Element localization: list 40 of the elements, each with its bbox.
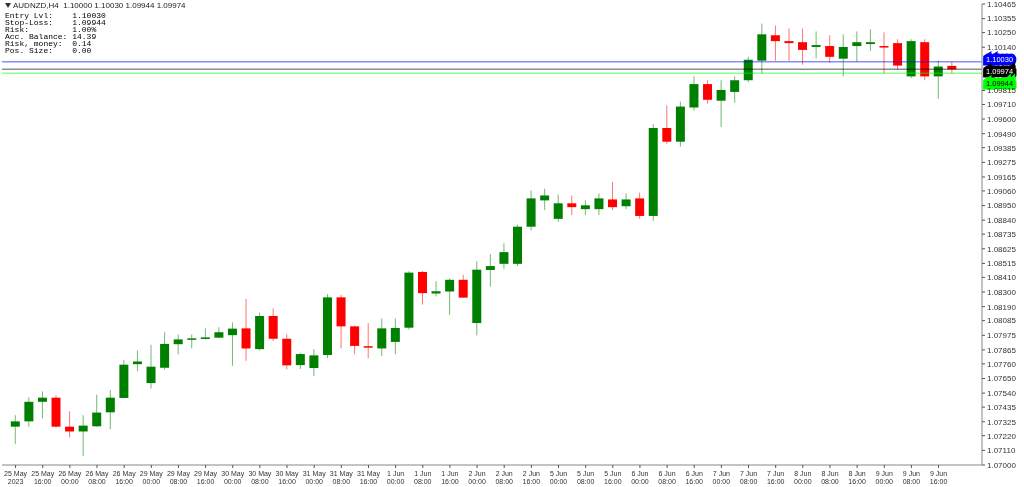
y-tick-label: 1.08840 xyxy=(987,216,1017,226)
y-tick-label: 1.07540 xyxy=(987,389,1017,398)
y-tick-label: 1.09710 xyxy=(987,100,1017,110)
y-tick-label: 1.10465 xyxy=(987,0,1017,9)
y-tick-label: 1.09815 xyxy=(987,86,1017,96)
annotation: Pos. Size: 0.00 xyxy=(5,46,93,55)
y-tick-label: 1.07325 xyxy=(987,417,1017,427)
y-tick-label: 1.10140 xyxy=(987,43,1017,53)
y-tick-label: 1.07865 xyxy=(987,345,1017,355)
annotation: Entry Lvl: 1.10030 xyxy=(5,11,106,20)
y-tick-label: 1.08190 xyxy=(987,302,1017,312)
y-tick-label: 1.07000 xyxy=(987,460,1017,470)
candlestick xyxy=(621,192,631,210)
y-tick-label: 1.09490 xyxy=(987,129,1017,139)
y-tick-label: 1.07650 xyxy=(987,374,1017,384)
y-tick-label: 1.08735 xyxy=(987,230,1017,240)
y-tick-label: 1.08625 xyxy=(987,244,1017,254)
y-tick-label: 1.09600 xyxy=(987,114,1017,124)
y-tick-label: 1.07760 xyxy=(987,359,1017,369)
y-tick-label: 1.10355 xyxy=(987,14,1017,24)
y-tick-label: 1.07435 xyxy=(987,402,1017,412)
candlestick xyxy=(431,280,441,297)
y-tick-label: 1.08085 xyxy=(987,316,1017,326)
y-tick-label: 1.09165 xyxy=(987,172,1017,182)
y-tick-label: 1.08300 xyxy=(987,287,1017,297)
annotation: Acc. Balance: 14.39 xyxy=(5,32,98,41)
candlestick xyxy=(214,326,224,339)
y-tick-label: 1.09060 xyxy=(987,186,1017,196)
y-tick-label: 1.08410 xyxy=(987,273,1017,283)
y-tick-label: 1.07975 xyxy=(987,331,1017,341)
y-tick-label: 1.07110 xyxy=(987,446,1016,456)
y-tick-label: 1.08950 xyxy=(987,201,1017,211)
y-tick-label: 1.09275 xyxy=(987,158,1017,168)
annotation: Risk, money: 0.14 xyxy=(5,39,93,48)
annotation: Risk: 1.00% xyxy=(5,25,98,34)
y-tick-label: 1.09385 xyxy=(987,143,1017,153)
y-tick-label: 1.08515 xyxy=(987,259,1017,269)
chart-title: AUDNZD,H4 1.10000 1.10030 1.09944 1.09974 xyxy=(13,1,186,10)
y-tick-label: 1.07220 xyxy=(987,431,1017,441)
y-tick-label: 1.10250 xyxy=(987,28,1017,38)
